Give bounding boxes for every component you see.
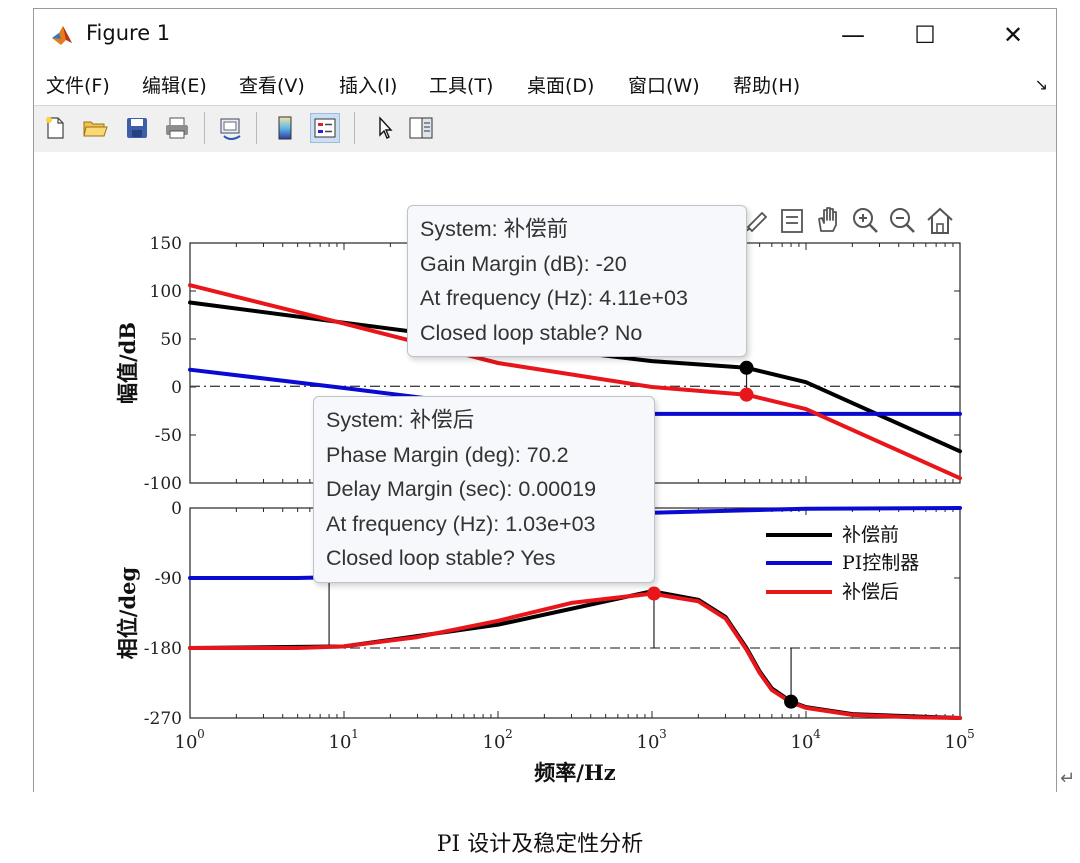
- datatip-line: Closed loop stable? No: [420, 320, 643, 345]
- frequency-xtick-exponent: 3: [659, 727, 667, 741]
- title-bar: Figure 1 — ☐ ✕: [34, 9, 1056, 61]
- frequency-xtick-exponent: 2: [505, 727, 513, 741]
- datatip-line: Delay Margin (sec): 0.00019: [326, 477, 597, 501]
- magnitude-ytick-label: 100: [150, 282, 182, 302]
- axes-toolbar: [745, 207, 953, 234]
- minimize-icon: —: [841, 21, 865, 49]
- datatip-line: Gain Margin (dB): -20: [420, 251, 627, 276]
- matlab-icon: [50, 23, 74, 47]
- datatip-line: At frequency (Hz): 4.11e+03: [420, 286, 688, 310]
- zoom-in-icon[interactable]: [853, 208, 878, 233]
- legend-icon[interactable]: [310, 113, 340, 143]
- zoom-out-icon[interactable]: [890, 208, 915, 233]
- phase-ytick-label: 0: [171, 499, 182, 519]
- save-icon[interactable]: [122, 113, 152, 143]
- magnitude-marker-before: [739, 360, 754, 375]
- brush-icon[interactable]: [745, 211, 768, 233]
- edit-plot-icon[interactable]: [370, 113, 400, 143]
- magnitude-ytick-label: -100: [144, 474, 182, 494]
- frequency-xtick-exponent: 1: [351, 727, 359, 741]
- colorbar-icon[interactable]: [270, 113, 300, 143]
- menu-window[interactable]: 窗口(W): [628, 75, 700, 97]
- phase-ylabel: 相位/deg: [115, 566, 140, 659]
- datatip-line: Closed loop stable? Yes: [326, 546, 556, 570]
- magnitude-ylabel: 幅值/dB: [115, 322, 140, 404]
- menu-tools[interactable]: 工具(T): [429, 75, 494, 97]
- phase-ytick-label: -90: [155, 569, 182, 589]
- frequency-xlabel: 频率/Hz: [534, 760, 616, 785]
- menu-desktop[interactable]: 桌面(D): [527, 75, 595, 97]
- phase-marker-after: [646, 586, 661, 601]
- maximize-icon: ☐: [914, 21, 936, 49]
- frequency-xtick-label: 10: [175, 732, 198, 753]
- frequency-xtick-label: 10: [637, 732, 660, 753]
- magnitude-ytick-label: 50: [160, 330, 182, 350]
- phase-ytick-label: -270: [144, 709, 182, 729]
- home-icon[interactable]: [927, 207, 953, 234]
- magnitude-ytick-label: -50: [155, 426, 182, 446]
- datatip-phase-margin[interactable]: System: 补偿后 Phase Margin (deg): 70.2 Del…: [313, 396, 655, 583]
- minimize-button[interactable]: —: [830, 15, 876, 55]
- frequency-xticks: 10 0 10 1 10 2 10 3 10 4 10 5: [175, 727, 975, 753]
- open-file-icon[interactable]: [80, 113, 110, 143]
- magnitude-line-after: [188, 283, 962, 481]
- window-title: Figure 1: [86, 21, 171, 45]
- menu-edit[interactable]: 编辑(E): [142, 75, 207, 97]
- phase-ytick-label: -180: [144, 639, 182, 659]
- menu-bar: 文件(F) 编辑(E) 查看(V) 插入(I) 工具(T) 桌面(D) 窗口(W…: [34, 65, 1056, 105]
- pan-icon[interactable]: [818, 207, 837, 232]
- legend-entry-after: 补偿后: [842, 581, 899, 603]
- phase-marker-before: [784, 694, 799, 709]
- menu-insert[interactable]: 插入(I): [339, 75, 398, 97]
- paragraph-mark: ↵: [1060, 768, 1076, 789]
- phase-droplines: [328, 578, 792, 702]
- frequency-xtick-label: 10: [483, 732, 506, 753]
- phase-line-after: [188, 591, 962, 720]
- magnitude-ytick-label: 0: [171, 378, 182, 398]
- datatip-line: At frequency (Hz): 1.03e+03: [326, 511, 596, 536]
- magnitude-ytick-label: 150: [150, 234, 182, 254]
- data-tips-icon[interactable]: [781, 209, 803, 233]
- menu-view[interactable]: 查看(V): [239, 75, 305, 97]
- legend-entry-pi: PI控制器: [842, 552, 919, 574]
- frequency-xtick-exponent: 5: [967, 727, 975, 741]
- menu-help[interactable]: 帮助(H): [733, 75, 801, 97]
- datatip-line: System: 补偿后: [326, 408, 475, 432]
- new-figure-icon[interactable]: [40, 113, 70, 143]
- link-plot-icon[interactable]: [216, 113, 246, 143]
- frequency-xtick-exponent: 0: [197, 727, 205, 741]
- property-inspector-icon[interactable]: [406, 113, 436, 143]
- legend-entry-before: 补偿前: [842, 524, 899, 546]
- toolbar-separator: [256, 112, 257, 144]
- maximize-button[interactable]: ☐: [902, 15, 948, 55]
- print-icon[interactable]: [162, 113, 192, 143]
- menu-file[interactable]: 文件(F): [46, 75, 110, 97]
- toolbar-separator: [354, 112, 355, 144]
- dock-arrow-icon[interactable]: ↘: [1034, 75, 1048, 94]
- frequency-xtick-label: 10: [791, 732, 814, 753]
- close-button[interactable]: ✕: [990, 15, 1036, 55]
- datatip-gain-margin[interactable]: System: 补偿前 Gain Margin (dB): -20 At fre…: [407, 205, 747, 357]
- frequency-xtick-exponent: 4: [813, 727, 821, 741]
- figure-caption: PI 设计及稳定性分析: [436, 832, 644, 857]
- close-icon: ✕: [1002, 21, 1024, 49]
- toolbar-separator: [204, 112, 205, 144]
- frequency-xtick-label: 10: [945, 732, 968, 753]
- legend: 补偿前 PI控制器 补偿后: [766, 524, 919, 603]
- datatip-line: Phase Margin (deg): 70.2: [326, 442, 569, 467]
- frequency-xtick-label: 10: [329, 732, 352, 753]
- magnitude-marker-after: [739, 387, 754, 402]
- figure-toolbar: [34, 105, 1056, 153]
- datatip-line: System: 补偿前: [420, 217, 569, 241]
